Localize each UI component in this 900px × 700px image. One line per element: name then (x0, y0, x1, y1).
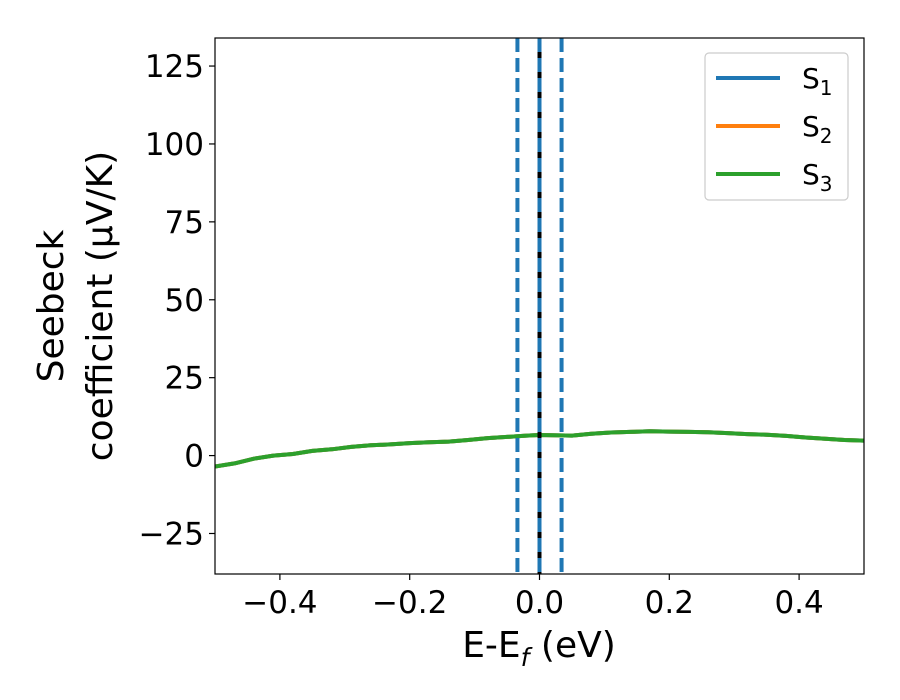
x-tick-label: 0.2 (645, 585, 694, 621)
y-tick-label: 0 (184, 439, 204, 475)
x-tick-label: 0.4 (774, 585, 823, 621)
plot-content (215, 38, 864, 574)
x-axis-label: E-Ef (eV) (462, 625, 616, 672)
y-axis-label-line2: coefficient (μV/K) (80, 151, 121, 461)
x-tick-label: −0.2 (372, 585, 447, 621)
y-axis-label-line1: Seebeck (31, 229, 72, 382)
x-axis-ticks: −0.4 −0.2 0.0 0.2 0.4 (242, 574, 824, 621)
legend-label: S1 (802, 62, 833, 100)
legend-item: S2 (716, 110, 833, 148)
y-tick-label: 125 (145, 49, 204, 85)
y-axis-ticks: −25 0 25 50 75 100 125 (139, 49, 215, 552)
y-axis-label: Seebeck coefficient (μV/K) (31, 151, 121, 461)
legend-label: S2 (802, 110, 833, 148)
y-tick-label: 50 (165, 283, 204, 319)
y-tick-label: 25 (165, 361, 204, 397)
legend: S1 S2 S3 (704, 52, 849, 201)
y-tick-label: 75 (165, 205, 204, 241)
legend-item: S1 (716, 62, 833, 100)
x-tick-label: −0.4 (242, 585, 317, 621)
y-tick-label: 100 (145, 127, 204, 163)
y-tick-label: −25 (139, 516, 204, 552)
legend-label: S3 (802, 158, 833, 196)
legend-item: S3 (716, 158, 833, 196)
x-tick-label: 0.0 (515, 585, 564, 621)
